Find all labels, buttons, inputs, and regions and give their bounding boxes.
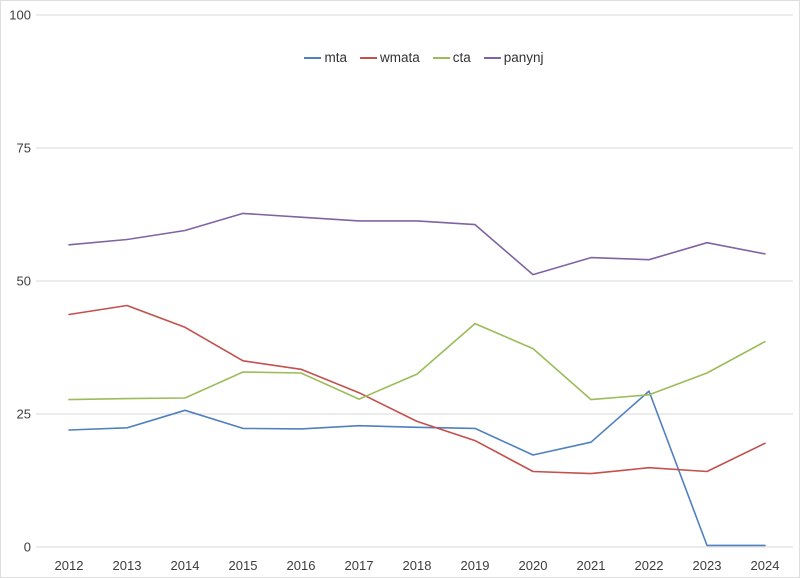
series-line-cta (68, 322, 766, 401)
x-tick-label: 2022 (635, 558, 664, 573)
x-tick-label: 2015 (229, 558, 258, 573)
y-tick-label: 25 (17, 407, 31, 422)
x-tick-label: 2021 (577, 558, 606, 573)
x-tick-label: 2012 (55, 558, 84, 573)
x-tick-label: 2019 (461, 558, 490, 573)
series-line-panynj (68, 212, 766, 276)
y-tick-label: 100 (9, 8, 31, 23)
x-tick-label: 2023 (693, 558, 722, 573)
series-line-mta (68, 390, 766, 547)
x-tick-label: 2016 (287, 558, 316, 573)
x-tick-label: 2018 (403, 558, 432, 573)
x-tick-label: 2014 (171, 558, 200, 573)
x-tick-label: 2017 (345, 558, 374, 573)
y-tick-label: 50 (17, 274, 31, 289)
x-tick-label: 2013 (113, 558, 142, 573)
x-tick-label: 2024 (751, 558, 780, 573)
x-tick-label: 2020 (519, 558, 548, 573)
series-line-wmata (68, 304, 766, 475)
y-tick-label: 0 (24, 540, 31, 555)
y-tick-label: 75 (17, 141, 31, 156)
